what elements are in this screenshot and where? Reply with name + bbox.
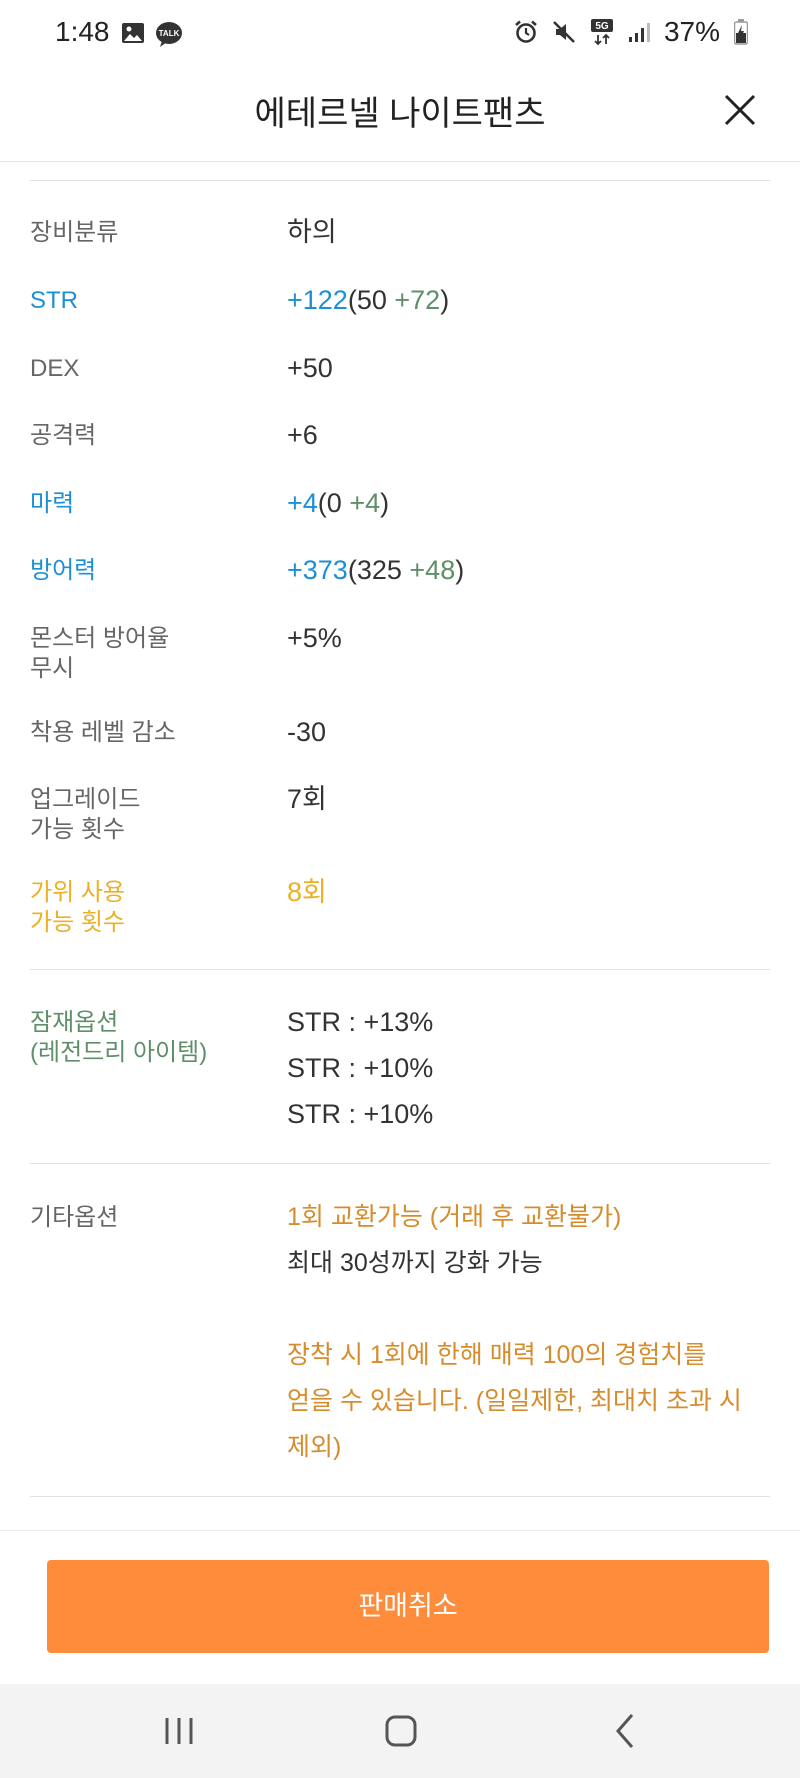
5g-network-icon: 5G (590, 19, 613, 46)
stat-value: -30 (287, 717, 327, 747)
stat-bonus: +48 (409, 555, 456, 585)
section-divider (30, 1163, 770, 1164)
recent-apps-icon[interactable] (149, 1706, 209, 1756)
cancel-sale-button[interactable]: 판매취소 (47, 1560, 769, 1653)
stat-total: +122 (287, 285, 348, 315)
etc-trade-note: 1회 교환가능 (거래 후 교환불가) (287, 1203, 622, 1231)
etc-exp-note-line3: 제외) (287, 1433, 342, 1461)
potential-label-line1: 잠재옵션 (30, 1009, 119, 1036)
etc-label: 기타옵션 (30, 1204, 119, 1231)
stat-total: +373 (287, 555, 348, 585)
stat-label: DEX (30, 355, 80, 382)
stat-label-line1: 가위 사용 (30, 879, 125, 906)
stat-label: 공격력 (30, 422, 97, 449)
home-icon[interactable] (371, 1706, 431, 1756)
stat-label-line1: 몬스터 방어율 (30, 625, 170, 652)
network-label: 5G (595, 21, 609, 32)
status-left-icons: TALK (121, 21, 183, 47)
stat-label-line2: 가능 횟수 (30, 909, 125, 936)
stat-base: 50 (356, 285, 387, 315)
stat-label-line2: 가능 횟수 (30, 816, 125, 843)
stat-label: 방어력 (30, 557, 97, 584)
talk-label: TALK (159, 29, 180, 38)
section-divider (30, 180, 770, 181)
stat-base: 325 (356, 555, 402, 585)
battery-charging-icon (734, 19, 748, 45)
stat-label: 착용 레벨 감소 (30, 719, 176, 746)
stat-value: 하의 (287, 217, 337, 247)
status-bar: 1:48 TALK 5G (0, 0, 800, 68)
mute-icon (553, 21, 575, 43)
stat-value: 7회 (287, 784, 327, 814)
back-icon[interactable] (596, 1706, 656, 1756)
close-icon[interactable] (720, 90, 760, 130)
footer-divider (0, 1530, 800, 1531)
potential-line: STR : +10% (287, 1053, 434, 1083)
potential-lines: STR : +13% STR : +10% STR : +10% (287, 999, 433, 1137)
stat-total: +4 (287, 488, 318, 518)
stat-label: 마력 (30, 490, 75, 517)
potential-line: STR : +13% (287, 1007, 434, 1037)
potential-line: STR : +10% (287, 1099, 434, 1129)
stat-value: +4(0 +4) (287, 488, 390, 518)
status-right-icons: 5G 37% (514, 16, 748, 48)
section-divider (30, 969, 770, 970)
potential-label-line2: (레전드리 아이템) (30, 1039, 208, 1066)
stat-value: +122(50 +72) (287, 285, 450, 315)
alarm-icon (515, 20, 537, 43)
signal-icon (628, 23, 650, 42)
etc-exp-note-line1: 장착 시 1회에 한해 매력 100의 경험치를 (287, 1341, 707, 1369)
stat-value: +6 (287, 420, 318, 450)
stat-value: +373(325 +48) (287, 555, 465, 585)
stat-value: +50 (287, 353, 333, 383)
etc-values: 1회 교환가능 (거래 후 교환불가) 최대 30성까지 강화 가능 장착 시 … (287, 1194, 767, 1470)
section-divider (30, 1496, 770, 1497)
etc-starforce-note: 최대 30성까지 강화 가능 (287, 1249, 543, 1277)
stat-value: 8회 (287, 877, 327, 907)
stat-bonus: +4 (349, 488, 381, 518)
stat-bonus: +72 (394, 285, 441, 315)
battery-percentage: 37% (663, 16, 720, 47)
etc-spacer (287, 1286, 767, 1332)
stat-label: STR (30, 287, 78, 314)
app-header: 에테르넬 나이트팬츠 (0, 68, 800, 162)
status-time: 1:48 (55, 16, 110, 47)
stat-base: 0 (326, 488, 342, 518)
stat-label-line1: 업그레이드 (30, 786, 141, 813)
stat-label-line2: 무시 (30, 655, 75, 682)
system-nav-bar (0, 1684, 800, 1778)
gallery-icon (122, 23, 144, 43)
stat-label: 장비분류 (30, 219, 119, 246)
kakaotalk-icon: TALK (156, 22, 182, 47)
stat-value: +5% (287, 623, 342, 653)
page-title: 에테르넬 나이트팬츠 (254, 95, 546, 133)
potential-label: 잠재옵션 (레전드리 아이템) (30, 1008, 260, 1068)
etc-exp-note-line2: 얻을 수 있습니다. (일일제한, 최대치 초과 시 (287, 1387, 742, 1415)
